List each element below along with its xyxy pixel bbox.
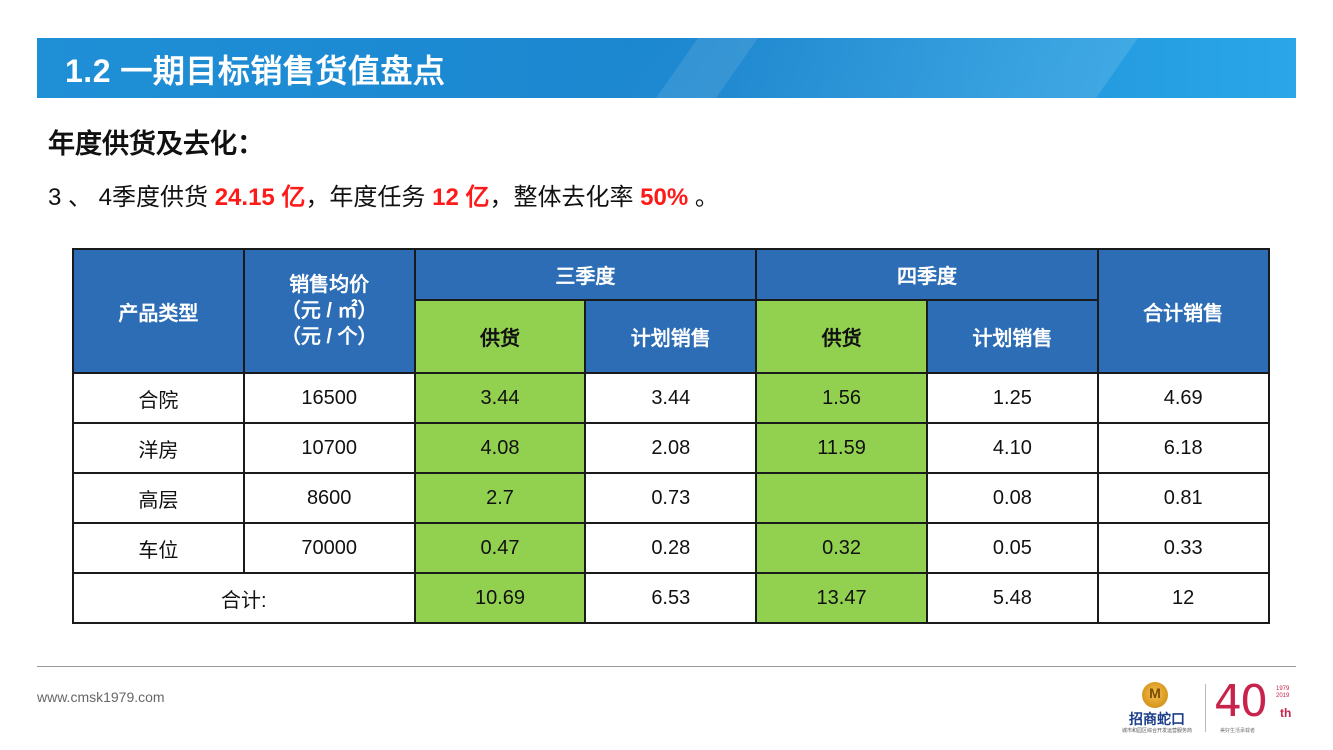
banner-stripe bbox=[575, 38, 1139, 98]
sales-table: 产品类型 销售均价 （元 / ㎡） （元 / 个） 三季度 四季度 合计销售 供… bbox=[72, 248, 1270, 624]
summary-line: 3 、 4季度供货 24.15 亿，年度任务 12 亿，整体去化率 50% 。 bbox=[48, 177, 719, 212]
table-row: 合院 16500 3.44 3.44 1.56 1.25 4.69 bbox=[72, 372, 1270, 424]
logo-name: 招商蛇口 bbox=[1129, 711, 1185, 727]
logo-mark-icon: M bbox=[1142, 682, 1168, 708]
cell-q3-plan: 2.08 bbox=[584, 422, 758, 474]
header-product-type: 产品类型 bbox=[72, 248, 245, 374]
cell-price: 10700 bbox=[242, 422, 416, 474]
section-subtitle: 年度供货及去化： bbox=[48, 129, 264, 159]
anniversary-number: 40 bbox=[1214, 676, 1268, 727]
cell-type: 高层 bbox=[72, 472, 245, 524]
cell-type: 洋房 bbox=[72, 422, 245, 474]
header-avg-price-line3: （元 / 个） bbox=[280, 326, 378, 348]
header-banner: 1.2 一期目标销售货值盘点 bbox=[37, 38, 1296, 98]
cell-q4-plan: 4.10 bbox=[925, 422, 1099, 474]
summary-mid2: ，整体去化率 bbox=[489, 184, 641, 211]
table-row: 洋房 10700 4.08 2.08 11.59 4.10 6.18 bbox=[72, 422, 1270, 474]
cell-total-q3-supply: 10.69 bbox=[413, 572, 587, 624]
header-q3: 三季度 bbox=[413, 248, 758, 301]
header-q3-planned: 计划销售 bbox=[584, 299, 758, 374]
footer-logo-divider bbox=[1205, 684, 1206, 732]
header-q4-planned: 计划销售 bbox=[925, 299, 1099, 374]
header-q3-supply: 供货 bbox=[413, 299, 587, 374]
cell-q4-plan: 0.08 bbox=[925, 472, 1099, 524]
page-title: 1.2 一期目标销售货值盘点 bbox=[65, 53, 446, 89]
table-row: 高层 8600 2.7 0.73 0.08 0.81 bbox=[72, 472, 1270, 524]
cell-type: 车位 bbox=[72, 522, 245, 574]
cell-price: 16500 bbox=[242, 372, 416, 424]
cell-q4-plan: 1.25 bbox=[925, 372, 1099, 424]
summary-rate-value: 50% bbox=[640, 184, 689, 211]
anniversary-slogan: 美好生活承载者 bbox=[1220, 728, 1256, 734]
footer-divider bbox=[37, 666, 1296, 667]
cell-total: 6.18 bbox=[1096, 422, 1270, 474]
summary-mid1: ，年度任务 bbox=[305, 184, 433, 211]
cell-type: 合院 bbox=[72, 372, 245, 424]
cell-q4-plan: 0.05 bbox=[925, 522, 1099, 574]
cell-total-label: 合计: bbox=[72, 572, 416, 624]
cell-q3-plan: 3.44 bbox=[584, 372, 758, 424]
header-avg-price-line2: （元 / ㎡） bbox=[280, 300, 378, 322]
logo-tagline: 城市和园区综合开发运营服务商 bbox=[1122, 728, 1193, 734]
cell-q4-supply: 0.32 bbox=[755, 522, 928, 574]
cell-price: 70000 bbox=[242, 522, 416, 574]
cell-total: 0.33 bbox=[1096, 522, 1270, 574]
header-q4-supply: 供货 bbox=[755, 299, 928, 374]
table-row: 车位 70000 0.47 0.28 0.32 0.05 0.33 bbox=[72, 522, 1270, 574]
anniversary-suffix: th bbox=[1280, 706, 1292, 720]
cell-q4-supply bbox=[755, 472, 928, 524]
header-total-sales: 合计销售 bbox=[1096, 248, 1270, 374]
cell-q3-plan: 0.28 bbox=[584, 522, 758, 574]
cell-q3-supply: 3.44 bbox=[413, 372, 587, 424]
cell-q3-plan: 0.73 bbox=[584, 472, 758, 524]
summary-suffix: 。 bbox=[688, 184, 719, 211]
anniversary-logo: 40 1979 2019 th 美好生活承载者 bbox=[1214, 676, 1304, 736]
cell-q3-supply: 0.47 bbox=[413, 522, 587, 574]
summary-supply-value: 24.15 亿 bbox=[214, 184, 306, 211]
cell-total: 4.69 bbox=[1096, 372, 1270, 424]
table-total-row: 合计: 10.69 6.53 13.47 5.48 12 bbox=[72, 572, 1270, 624]
cell-price: 8600 bbox=[242, 472, 416, 524]
header-q4: 四季度 bbox=[755, 248, 1099, 301]
cell-total-q4-supply: 13.47 bbox=[755, 572, 928, 624]
cell-total-q3-plan: 6.53 bbox=[584, 572, 758, 624]
header-avg-price-line1: 销售均价 bbox=[289, 274, 370, 296]
company-logo: M 招商蛇口 城市和园区综合开发运营服务商 bbox=[1122, 682, 1192, 736]
header-avg-price: 销售均价 （元 / ㎡） （元 / 个） bbox=[242, 248, 416, 374]
cell-q4-supply: 11.59 bbox=[755, 422, 928, 474]
logo-mark-glyph: M bbox=[1149, 685, 1161, 701]
cell-total-sum: 12 bbox=[1096, 572, 1270, 624]
cell-q3-supply: 2.7 bbox=[413, 472, 587, 524]
summary-prefix: 3 、 4季度供货 bbox=[48, 184, 215, 211]
cell-total: 0.81 bbox=[1096, 472, 1270, 524]
cell-q3-supply: 4.08 bbox=[413, 422, 587, 474]
anniversary-years: 1979 2019 bbox=[1276, 686, 1290, 699]
footer-website[interactable]: www.cmsk1979.com bbox=[37, 689, 165, 705]
cell-q4-supply: 1.56 bbox=[755, 372, 928, 424]
cell-total-q4-plan: 5.48 bbox=[925, 572, 1099, 624]
summary-task-value: 12 亿 bbox=[432, 184, 490, 211]
